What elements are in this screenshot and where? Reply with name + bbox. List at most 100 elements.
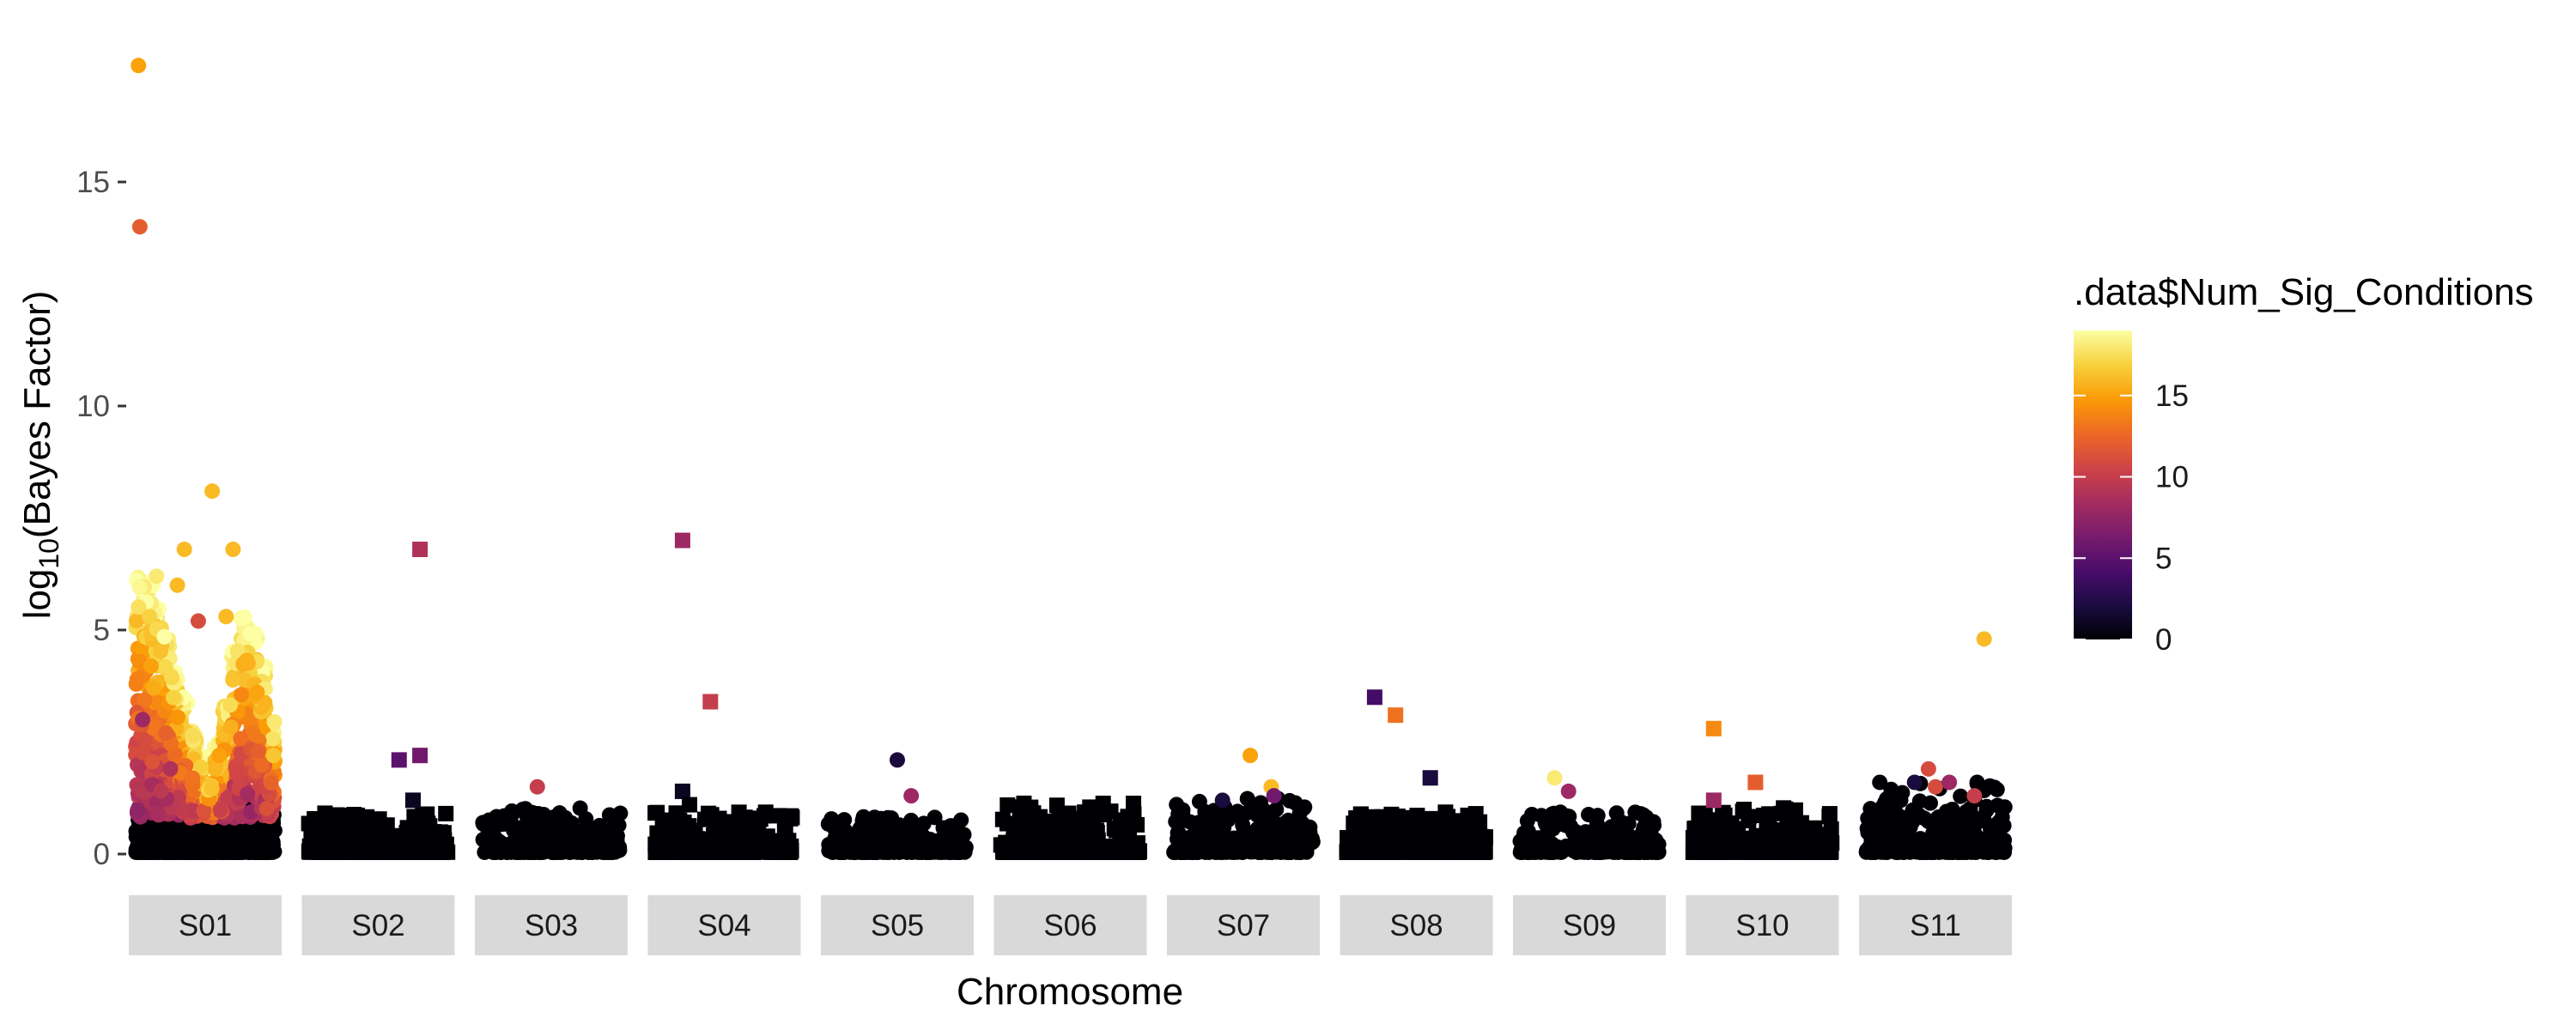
- data-point: [1564, 823, 1581, 839]
- data-point: [204, 483, 221, 500]
- legend-tick-label: 10: [2155, 461, 2189, 494]
- data-point: [1816, 831, 1832, 847]
- panel-s02: [301, 542, 456, 860]
- data-point: [153, 783, 169, 799]
- data-point: [566, 831, 582, 847]
- data-point: [731, 804, 747, 821]
- data-point: [748, 810, 764, 827]
- data-point: [170, 789, 186, 805]
- data-point: [263, 774, 279, 791]
- data-point: [233, 730, 249, 747]
- data-point: [611, 842, 628, 858]
- data-point: [190, 613, 206, 629]
- data-point: [143, 657, 159, 674]
- facet-label: S04: [697, 909, 750, 942]
- data-point: [145, 680, 161, 696]
- data-point: [1246, 828, 1262, 845]
- data-point: [596, 844, 612, 860]
- data-point: [266, 822, 283, 839]
- data-point: [1773, 805, 1789, 821]
- data-point: [551, 805, 568, 821]
- data-point: [768, 843, 784, 859]
- data-point: [1385, 844, 1401, 860]
- data-point: [1463, 831, 1479, 847]
- data-point: [873, 810, 890, 827]
- data-point: [1874, 812, 1891, 828]
- data-point: [166, 689, 182, 706]
- data-point: [1400, 844, 1416, 860]
- data-point: [265, 748, 282, 764]
- data-point: [671, 844, 688, 860]
- data-point: [1969, 774, 1985, 791]
- data-point: [1860, 810, 1876, 827]
- data-point: [1615, 827, 1631, 843]
- data-point: [169, 577, 185, 593]
- data-point: [647, 805, 664, 821]
- data-point: [1940, 809, 1956, 826]
- data-point: [1253, 795, 1269, 811]
- data-point: [1793, 815, 1809, 831]
- data-point: [999, 797, 1016, 813]
- data-point: [317, 805, 333, 821]
- data-point: [563, 815, 580, 831]
- data-point: [1048, 797, 1065, 814]
- data-point: [225, 672, 241, 688]
- data-point: [228, 765, 245, 781]
- data-point: [946, 844, 963, 860]
- data-point: [1958, 803, 1974, 820]
- data-point: [915, 828, 932, 845]
- data-point: [152, 643, 168, 659]
- data-point: [225, 542, 241, 558]
- data-point: [416, 819, 432, 835]
- data-point: [1534, 808, 1550, 824]
- panel-s03: [475, 779, 629, 860]
- data-point: [412, 748, 428, 764]
- data-point: [1108, 822, 1124, 839]
- data-point: [1795, 844, 1812, 860]
- y-tick-label: 5: [94, 614, 110, 647]
- data-point: [1705, 792, 1722, 809]
- data-point: [218, 609, 234, 625]
- data-point: [1121, 815, 1137, 831]
- data-point: [668, 805, 684, 821]
- data-point: [709, 844, 726, 860]
- data-point: [239, 652, 255, 669]
- data-point: [674, 783, 690, 799]
- data-point: [1224, 844, 1240, 860]
- data-point: [999, 815, 1015, 832]
- data-point: [674, 532, 690, 548]
- data-point: [854, 844, 871, 860]
- data-point: [131, 219, 148, 235]
- facet-strip: [821, 895, 974, 955]
- data-point: [131, 579, 148, 596]
- facet-label: S01: [179, 909, 232, 942]
- data-point: [1933, 821, 1949, 837]
- data-point: [1941, 774, 1958, 791]
- data-point: [1231, 829, 1248, 845]
- data-point: [517, 801, 533, 817]
- facet-strip: [301, 895, 455, 955]
- y-tick-label: 0: [94, 838, 110, 871]
- data-point: [144, 754, 161, 770]
- panel-s01: [128, 58, 283, 860]
- data-point: [258, 800, 275, 816]
- data-point: [149, 568, 165, 585]
- data-point: [1715, 804, 1731, 821]
- data-point: [702, 694, 719, 710]
- data-point: [1580, 839, 1596, 855]
- data-point: [355, 824, 371, 840]
- data-point: [351, 844, 368, 860]
- data-point: [240, 785, 256, 802]
- legend-tick-label: 5: [2155, 542, 2172, 575]
- data-point: [821, 841, 837, 857]
- data-point: [695, 844, 711, 860]
- data-point: [1928, 779, 1943, 795]
- data-point: [1422, 770, 1438, 786]
- data-point: [523, 839, 539, 855]
- data-point: [903, 812, 920, 828]
- data-point: [310, 828, 326, 845]
- legend-tick-label: 15: [2155, 379, 2189, 413]
- data-point: [129, 671, 145, 688]
- data-point: [1649, 844, 1666, 860]
- data-point: [1302, 819, 1318, 835]
